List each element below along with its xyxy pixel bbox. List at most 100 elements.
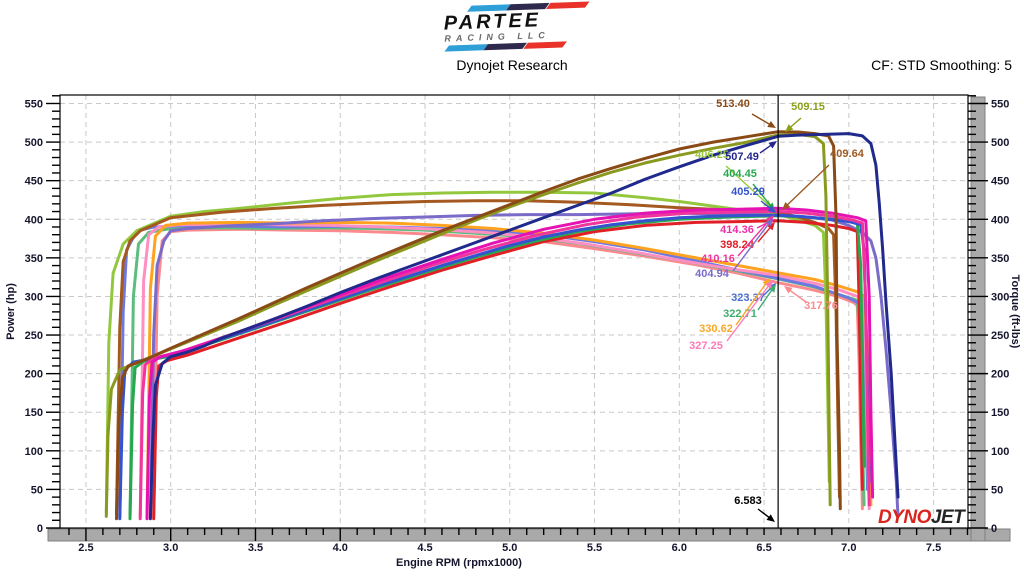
plot-background xyxy=(60,95,968,528)
value-callout: 317.76 xyxy=(784,286,838,312)
dynojet-logo: DYNOJET xyxy=(878,507,966,528)
rpm-tick-label: 5.0 xyxy=(502,542,517,554)
left-axis-title: Power (hp) xyxy=(5,283,17,340)
power-tick-label: 400 xyxy=(25,214,43,226)
torque-tick-label: 200 xyxy=(991,369,1009,381)
callout-value-label: 404.45 xyxy=(723,168,757,180)
value-callout: 322.71 xyxy=(723,284,776,320)
smoothing-label: CF: STD Smoothing: 5 xyxy=(871,57,1012,73)
rpm-tick-label: 2.5 xyxy=(78,542,93,554)
value-callout: 409.64 xyxy=(782,148,865,210)
callout-arrow-line xyxy=(752,183,772,207)
x-axis-title: Engine RPM (rpmx1000) xyxy=(396,557,522,569)
callout-arrow-line xyxy=(757,508,771,519)
rpm-tick-label: 4.5 xyxy=(417,542,432,554)
callout-arrow-line xyxy=(785,164,830,207)
rpm-tick-label: 5.5 xyxy=(587,542,602,554)
callout-value-label: 327.25 xyxy=(689,340,723,352)
value-callout: 405.29 xyxy=(731,186,776,213)
callout-arrow-line xyxy=(737,219,771,257)
value-callout: 509.15 xyxy=(785,101,825,132)
callout-arrow-head xyxy=(765,218,773,227)
torque-tick-label: 250 xyxy=(991,330,1009,342)
value-callout: 398.24 xyxy=(720,222,775,251)
callout-arrow-line xyxy=(760,200,772,210)
value-callout: 6.583 xyxy=(734,495,775,522)
power-tick-label: 300 xyxy=(25,291,43,303)
rpm-tick-label: 6.5 xyxy=(756,542,771,554)
rpm-tick-label: 7.0 xyxy=(841,542,856,554)
callout-value-label: 405.29 xyxy=(731,186,765,198)
callout-arrow-head xyxy=(766,215,774,224)
callout-arrow-head xyxy=(766,514,775,522)
callout-arrow-line xyxy=(759,143,773,154)
right-axis-title: Torque (ft-lbs) xyxy=(1009,275,1021,349)
callout-value-label: 509.15 xyxy=(791,101,825,113)
value-callout: 327.25 xyxy=(689,280,773,352)
torque-tick-label: 300 xyxy=(991,291,1009,303)
torque-tick-label: 550 xyxy=(991,98,1009,110)
value-callout: 404.94 xyxy=(695,218,773,280)
callout-arrow-line xyxy=(735,282,768,326)
callout-arrow-line xyxy=(757,226,772,243)
callout-arrow-head xyxy=(768,141,777,149)
power-tick-label: 500 xyxy=(25,137,43,149)
value-callout: 410.16 xyxy=(701,215,774,265)
callout-value-label: 410.16 xyxy=(701,253,735,265)
power-tick-label: 250 xyxy=(25,330,43,342)
torque-tick-label: 100 xyxy=(991,446,1009,458)
callout-arrow-line xyxy=(751,113,772,126)
callout-arrow-head xyxy=(784,286,793,294)
run-red-power-curve xyxy=(152,219,864,521)
callout-value-label: 507.49 xyxy=(725,151,759,163)
callout-arrow-head xyxy=(768,284,776,293)
callout-arrow-line xyxy=(726,284,770,342)
callout-value-label: 513.40 xyxy=(716,98,750,110)
rpm-tick-label: 3.5 xyxy=(248,542,263,554)
axis-ticks xyxy=(46,95,988,541)
torque-tick-label: 400 xyxy=(991,214,1009,226)
callout-arrow-line xyxy=(789,117,802,129)
torque-tick-label: 0 xyxy=(991,523,997,535)
x-axis-bar[interactable] xyxy=(47,528,1011,542)
run-magenta-power-curve xyxy=(145,206,875,521)
callout-arrow-head xyxy=(767,120,776,128)
run-brown-power-curve xyxy=(115,130,842,521)
run-navy-power-curve xyxy=(148,132,900,521)
value-callout: 513.40 xyxy=(716,98,776,128)
callout-arrow-line xyxy=(788,288,807,303)
rpm-tick-label: 7.5 xyxy=(926,542,941,554)
power-tick-label: 100 xyxy=(25,446,43,458)
callout-arrow-line xyxy=(732,222,770,272)
callout-value-label: 409.64 xyxy=(830,148,865,160)
callout-arrow-line xyxy=(757,288,774,311)
power-tick-label: 150 xyxy=(25,407,43,419)
callout-arrow-line xyxy=(725,165,769,205)
callout-arrow-head xyxy=(767,222,775,231)
torque-tick-label: 350 xyxy=(991,253,1009,265)
callout-value-label: 406.25 xyxy=(695,149,729,161)
power-tick-label: 550 xyxy=(25,98,43,110)
dyno-curves xyxy=(104,130,900,521)
power-tick-label: 200 xyxy=(25,369,43,381)
torque-tick-label: 50 xyxy=(991,484,1003,496)
rpm-tick-label: 4.0 xyxy=(333,542,348,554)
tick-labels: 0 0 50 50 100 100 150 150 200 200 250 250 300 300 350 3… xyxy=(25,98,1010,554)
power-tick-label: 50 xyxy=(31,484,43,496)
power-tick-label: 450 xyxy=(25,176,43,188)
callout-value-label: 322.71 xyxy=(723,308,757,320)
callout-value-label: 404.94 xyxy=(695,268,730,280)
callout-value-label: 414.36 xyxy=(720,224,754,236)
value-callout: 507.49 xyxy=(725,141,777,163)
callout-arrow-head xyxy=(765,280,773,289)
torque-tick-label: 450 xyxy=(991,176,1009,188)
power-tick-label: 350 xyxy=(25,253,43,265)
callout-arrow-head xyxy=(767,205,776,213)
callout-value-label: 398.24 xyxy=(720,239,755,251)
rpm-tick-label: 6.0 xyxy=(672,542,687,554)
power-tick-label: 0 xyxy=(37,523,43,535)
